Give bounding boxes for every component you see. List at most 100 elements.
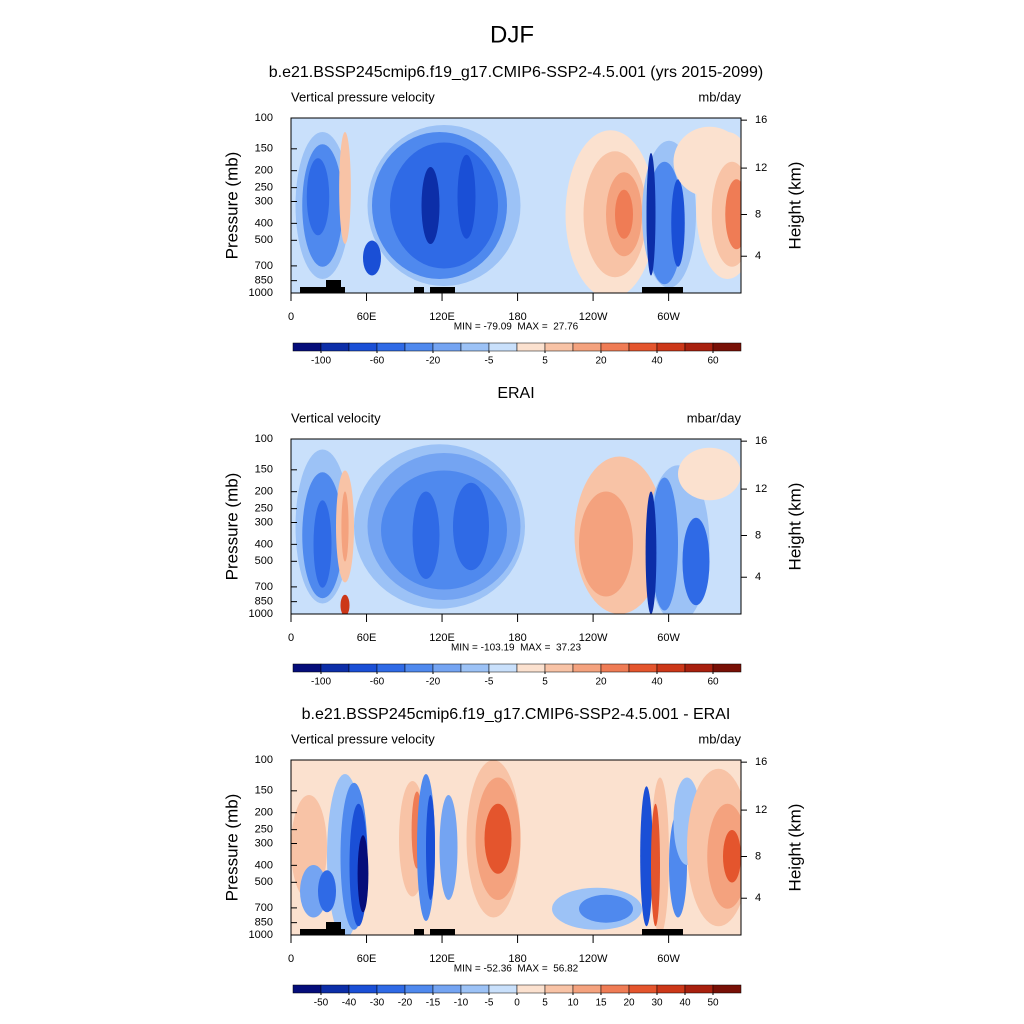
- x-tick-label: 120W: [579, 311, 608, 323]
- stats: MIN = -79.09 MAX = 27.76: [454, 322, 579, 333]
- y2-tick-label: 8: [755, 208, 761, 220]
- x-tick-label: 60W: [657, 632, 680, 644]
- contour-region: [439, 795, 458, 900]
- panel-title: b.e21.BSSP245cmip6.f19_g17.CMIP6-SSP2-4.…: [269, 64, 764, 81]
- colorbar-box: [656, 984, 686, 994]
- y2-axis-label: Height (km): [785, 804, 804, 892]
- y-tick-label: 1000: [249, 929, 273, 941]
- y-tick-label: 200: [255, 486, 273, 498]
- colorbar-box: [684, 342, 714, 352]
- colorbar-label: -100: [311, 356, 331, 367]
- colorbar-box: [600, 342, 630, 352]
- contour-region: [457, 154, 476, 239]
- y2-tick-label: 8: [755, 529, 761, 541]
- x-tick-label: 180: [508, 632, 526, 644]
- figure-title: DJF: [490, 21, 534, 48]
- panel-title: b.e21.BSSP245cmip6.f19_g17.CMIP6-SSP2-4.…: [302, 706, 731, 723]
- contour-region: [390, 142, 498, 269]
- contour-region: [645, 491, 657, 614]
- colorbar-label: 5: [542, 998, 548, 1009]
- contour-field: [291, 118, 741, 293]
- colorbar-box: [628, 984, 658, 994]
- colorbar-box: [656, 663, 686, 673]
- y2-axis-label: Height (km): [785, 483, 804, 571]
- colorbar-box: [432, 663, 462, 673]
- terrain: [326, 922, 341, 935]
- y2-tick-label: 4: [755, 892, 761, 904]
- contour-region: [678, 447, 741, 501]
- colorbar-box: [600, 984, 630, 994]
- x-tick-label: 120E: [429, 311, 455, 323]
- colorbar-label: -40: [342, 998, 357, 1009]
- y-tick-label: 850: [255, 917, 273, 929]
- colorbar-box: [460, 663, 490, 673]
- colorbar-box: [460, 984, 490, 994]
- contour-region: [313, 500, 332, 588]
- y2-axis-label: Height (km): [785, 162, 804, 250]
- colorbar-box: [292, 663, 322, 673]
- x-tick-label: 0: [288, 953, 294, 965]
- x-tick-label: 120E: [429, 632, 455, 644]
- colorbar-box: [292, 342, 322, 352]
- colorbar-label: 60: [707, 356, 719, 367]
- colorbar-label: 0: [514, 998, 520, 1009]
- colorbar-label: 15: [595, 998, 607, 1009]
- y2-tick-label: 12: [755, 804, 767, 816]
- y-tick-label: 400: [255, 859, 273, 871]
- colorbar-box: [488, 342, 518, 352]
- y-tick-label: 700: [255, 902, 273, 914]
- plot-frame: [290, 117, 742, 294]
- colorbar-label: 20: [595, 677, 607, 688]
- x-tick-label: 60E: [357, 311, 377, 323]
- y-tick-label: 100: [255, 433, 273, 445]
- contour-region: [340, 594, 350, 614]
- contour-region: [671, 179, 685, 267]
- contour-region: [339, 132, 351, 244]
- colorbar-box: [404, 984, 434, 994]
- x-tick-label: 0: [288, 632, 294, 644]
- left-label: Vertical pressure velocity: [291, 89, 435, 104]
- colorbar-box: [572, 342, 602, 352]
- colorbar-box: [712, 342, 742, 352]
- contour-region: [723, 830, 741, 883]
- colorbar-label: 20: [623, 998, 635, 1009]
- colorbar-box: [656, 342, 686, 352]
- x-tick-label: 60W: [657, 311, 680, 323]
- colorbar-box: [376, 663, 406, 673]
- colorbar-box: [628, 663, 658, 673]
- contour-region: [682, 517, 710, 606]
- colorbar-label: -20: [426, 677, 441, 688]
- colorbar-box: [544, 663, 574, 673]
- colorbar-label: -20: [426, 356, 441, 367]
- plot-frame: [290, 759, 742, 936]
- colorbar-box: [432, 984, 462, 994]
- left-label: Vertical velocity: [291, 410, 381, 425]
- contour-region: [341, 491, 349, 562]
- colorbar-box: [516, 342, 546, 352]
- plot-frame: [290, 438, 742, 615]
- x-tick-label: 120W: [579, 953, 608, 965]
- colorbar-label: -5: [485, 998, 494, 1009]
- y-axis-label: Pressure (mb): [222, 473, 241, 581]
- terrain: [430, 287, 455, 293]
- colorbar-label: -20: [398, 998, 413, 1009]
- colorbar-label: 60: [707, 677, 719, 688]
- y2-tick-label: 16: [755, 114, 767, 126]
- contour-field: [291, 439, 741, 614]
- stats: MIN = -103.19 MAX = 37.23: [451, 643, 582, 654]
- colorbar-box: [376, 984, 406, 994]
- contour-region: [426, 795, 435, 900]
- y-tick-label: 850: [255, 596, 273, 608]
- y-tick-label: 300: [255, 516, 273, 528]
- contour-region: [412, 491, 440, 579]
- contour-region: [484, 803, 512, 874]
- colorbar-label: -10: [454, 998, 469, 1009]
- y-tick-label: 400: [255, 217, 273, 229]
- colorbar-box: [712, 984, 742, 994]
- contour-region: [725, 179, 741, 250]
- colorbar-box: [572, 663, 602, 673]
- y-tick-label: 250: [255, 824, 273, 836]
- colorbar-label: 40: [651, 677, 663, 688]
- contour-region: [306, 158, 330, 236]
